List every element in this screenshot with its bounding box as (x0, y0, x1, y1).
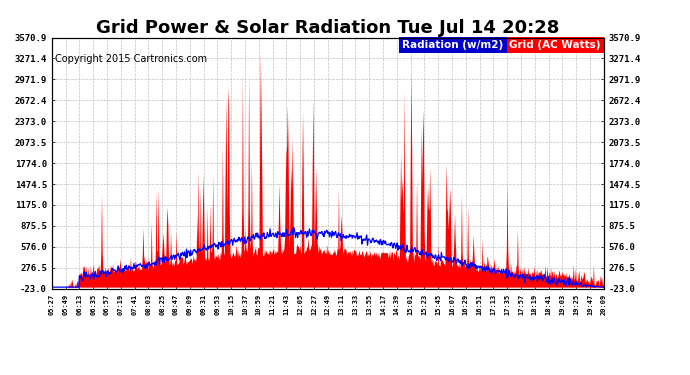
Text: Radiation (w/m2): Radiation (w/m2) (500, 40, 601, 50)
Text: Copyright 2015 Cartronics.com: Copyright 2015 Cartronics.com (55, 54, 206, 64)
Title: Grid Power & Solar Radiation Tue Jul 14 20:28: Grid Power & Solar Radiation Tue Jul 14 … (96, 20, 560, 38)
Text: Grid (AC Watts): Grid (AC Watts) (509, 40, 601, 50)
Text: Radiation (w/m2): Radiation (w/m2) (402, 40, 504, 50)
